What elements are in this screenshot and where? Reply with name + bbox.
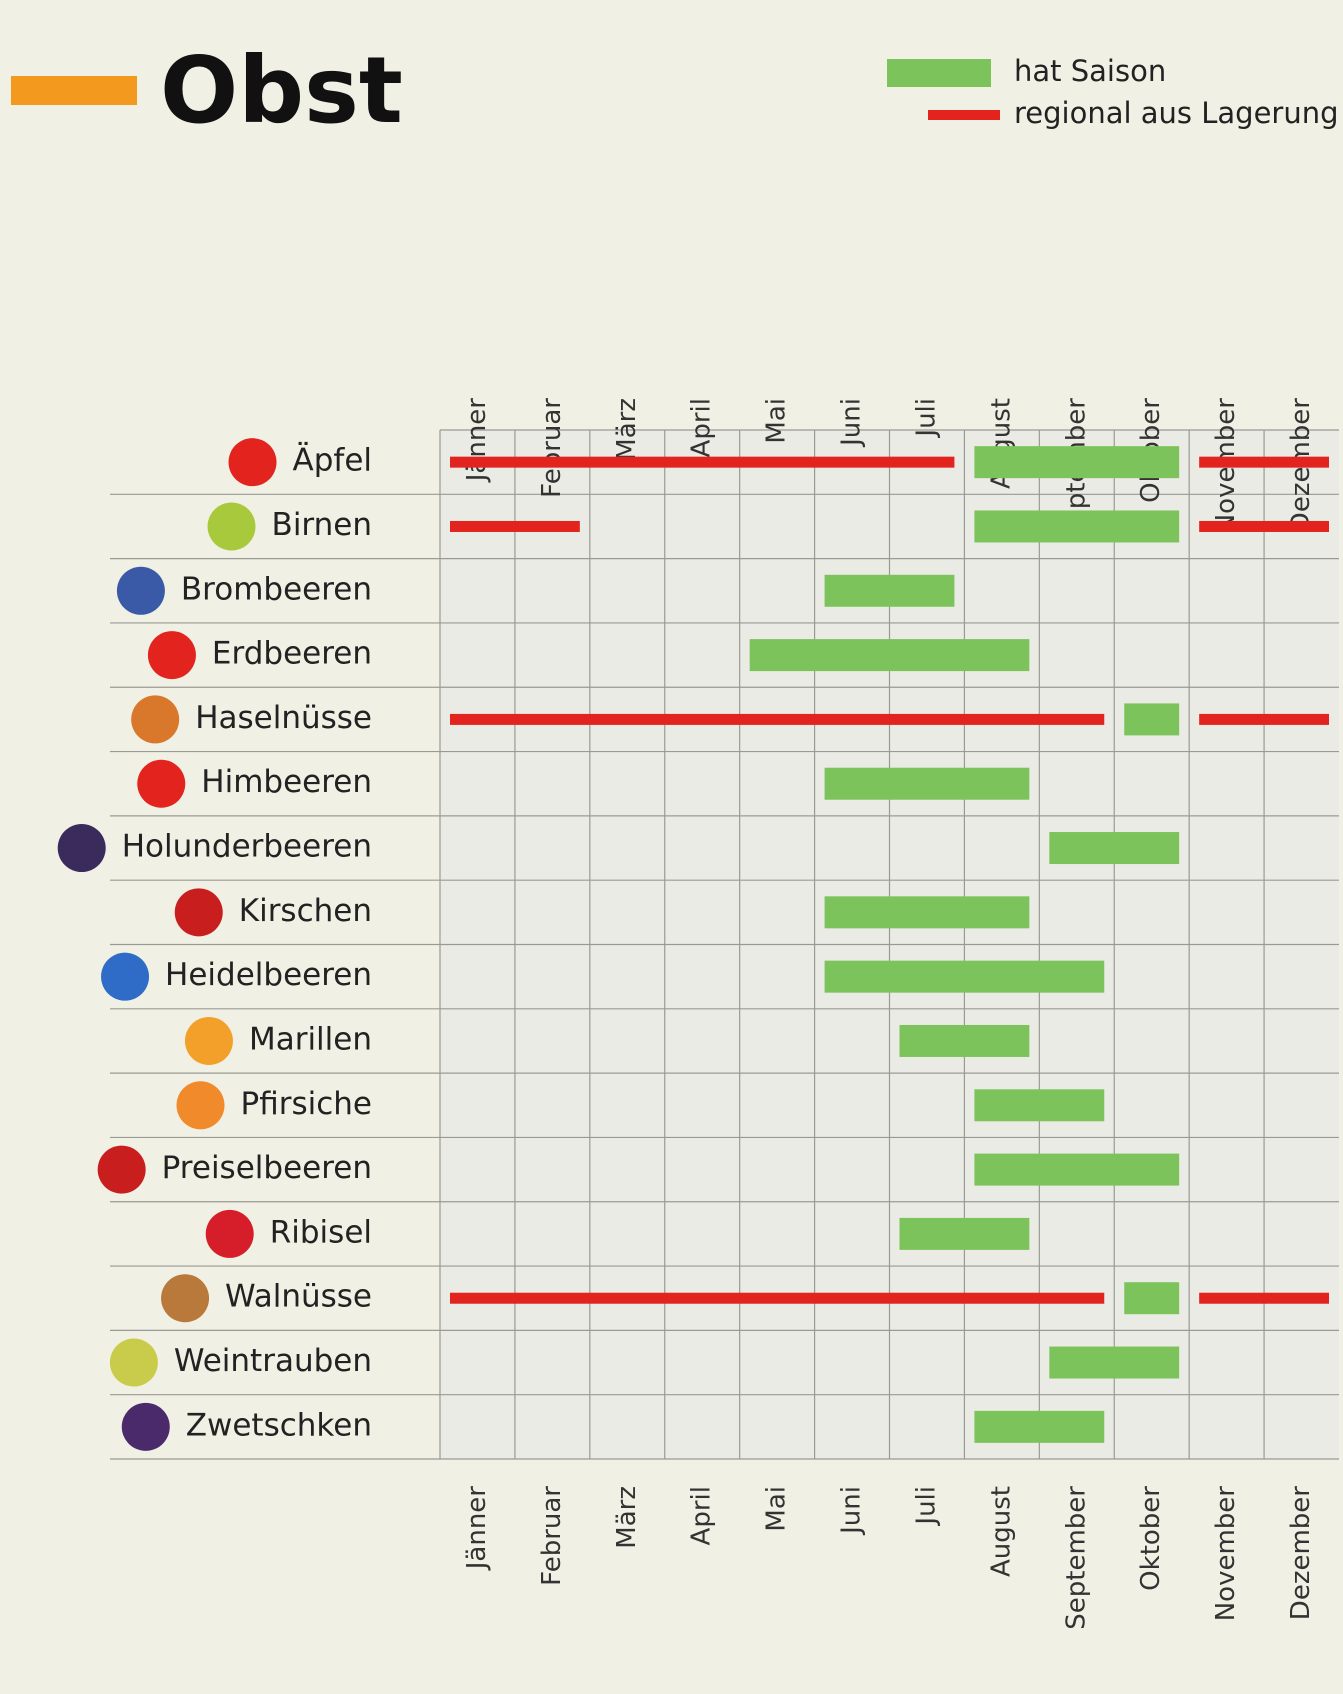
fruit-icon — [229, 438, 277, 486]
fruit-icon — [98, 1146, 146, 1194]
month-label: März — [612, 398, 642, 461]
month-label: Februar — [537, 398, 567, 498]
chart-title: Obst — [160, 37, 403, 144]
fruit-icon — [137, 760, 185, 808]
season-bar — [825, 575, 955, 607]
row-label: Holunderbeeren — [122, 829, 372, 865]
row-label: Preiselbeeren — [162, 1150, 372, 1186]
season-bar — [1199, 521, 1329, 532]
season-bar — [825, 768, 1030, 800]
month-label: Juli — [911, 1486, 941, 1527]
fruit-icon — [161, 1274, 209, 1322]
month-label: September — [1061, 1486, 1091, 1630]
season-bar — [1199, 714, 1329, 725]
row-label: Himbeeren — [201, 764, 372, 800]
month-label: Mai — [762, 398, 792, 444]
season-bar — [1199, 457, 1329, 468]
month-label: Juni — [837, 398, 867, 448]
month-label: November — [1211, 1486, 1241, 1622]
row-label: Heidelbeeren — [165, 957, 372, 993]
page: {"chart_data": { "type": "gantt", "title… — [0, 0, 1343, 1694]
fruit-icon — [206, 1210, 254, 1258]
season-bar — [974, 1411, 1104, 1443]
fruit-icon — [101, 953, 149, 1001]
season-bar — [974, 1154, 1179, 1186]
season-bar — [1199, 1293, 1329, 1304]
month-label: Dezember — [1286, 1486, 1316, 1620]
legend-swatch — [928, 110, 1000, 120]
season-bar — [900, 1025, 1030, 1057]
month-label: Juni — [837, 1486, 867, 1536]
month-label: April — [687, 1486, 717, 1545]
fruit-icon — [208, 502, 256, 550]
season-bar — [1049, 832, 1179, 864]
season-bar — [1124, 703, 1179, 735]
month-label: August — [986, 1486, 1016, 1577]
title-accent — [11, 76, 137, 105]
fruit-icon — [58, 824, 106, 872]
month-label: April — [687, 398, 717, 457]
season-bar — [974, 1089, 1104, 1121]
month-label: Jänner — [462, 1486, 492, 1572]
season-bar — [900, 1218, 1030, 1250]
fruit-icon — [175, 888, 223, 936]
row-label: Ribisel — [270, 1214, 372, 1250]
row-label: Äpfel — [293, 443, 372, 479]
month-label: Oktober — [1136, 1486, 1166, 1591]
fruit-icon — [148, 631, 196, 679]
month-label: Jänner — [462, 398, 492, 484]
season-bar — [825, 896, 1030, 928]
row-label: Brombeeren — [181, 571, 372, 607]
season-bar — [450, 714, 1104, 725]
row-label: Pfirsiche — [241, 1086, 373, 1122]
month-label: März — [612, 1486, 642, 1549]
fruit-icon — [110, 1339, 158, 1387]
legend-label: hat Saison — [1014, 54, 1166, 88]
month-label: Mai — [762, 1486, 792, 1532]
season-bar — [450, 1293, 1104, 1304]
season-bar — [974, 510, 1179, 542]
legend-label: regional aus Lagerung — [1014, 96, 1339, 130]
row-label: Kirschen — [239, 893, 372, 929]
row-label: Marillen — [249, 1021, 372, 1057]
row-label: Haselnüsse — [195, 700, 372, 736]
fruit-icon — [177, 1081, 225, 1129]
season-bar — [825, 961, 1105, 993]
season-bar — [974, 446, 1179, 478]
season-bar — [450, 457, 954, 468]
fruit-icon — [117, 567, 165, 615]
season-bar — [1124, 1282, 1179, 1314]
season-bar — [1049, 1347, 1179, 1379]
row-label: Weintrauben — [174, 1343, 372, 1379]
month-label: Juli — [911, 398, 941, 439]
row-label: Birnen — [272, 507, 372, 543]
fruit-icon — [185, 1017, 233, 1065]
legend-swatch — [887, 59, 991, 87]
fruit-icon — [131, 695, 179, 743]
row-label: Walnüsse — [225, 1279, 372, 1315]
row-label: Zwetschken — [186, 1407, 372, 1443]
row-label: Erdbeeren — [212, 636, 372, 672]
season-bar — [450, 521, 580, 532]
season-bar — [750, 639, 1030, 671]
fruit-icon — [122, 1403, 170, 1451]
month-label: Februar — [537, 1486, 567, 1586]
chart: Obst hat Saison regional aus Lagerung Jänn… — [0, 0, 1343, 1694]
